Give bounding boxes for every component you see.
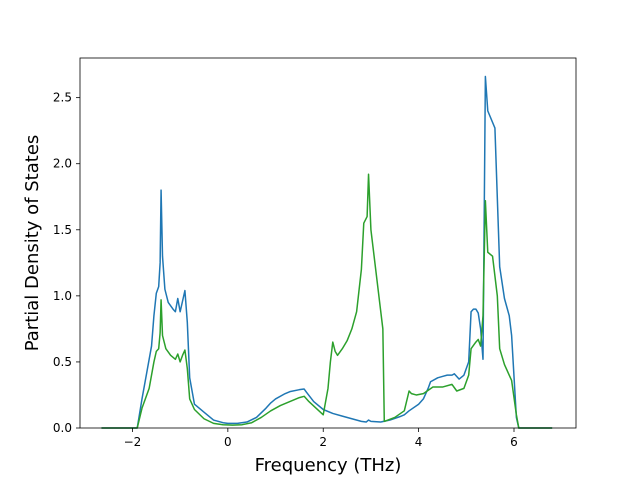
y-tick-label: 0.5 [53,355,72,369]
x-tick-label: 6 [510,435,518,449]
y-tick-label: 1.5 [53,223,72,237]
y-tick-label: 2.0 [53,157,72,171]
x-tick-label: 2 [319,435,327,449]
x-axis-label: Frequency (THz) [255,455,402,476]
x-tick-label: 0 [224,435,232,449]
series-line-2 [101,173,553,429]
y-tick-label: 0.0 [53,421,72,435]
y-axis-label: Partial Density of States [22,135,43,352]
y-tick-label: 1.0 [53,289,72,303]
y-tick-label: 2.5 [53,91,72,105]
series-lines [101,75,553,429]
x-axis: −2 0 2 4 6 [124,428,518,449]
x-tick-label: 4 [415,435,423,449]
x-tick-label: −2 [124,435,142,449]
y-axis: 0.0 0.5 1.0 1.5 2.0 2.5 [53,91,80,435]
plot-area-frame [79,57,577,429]
series-line-1 [101,75,553,429]
